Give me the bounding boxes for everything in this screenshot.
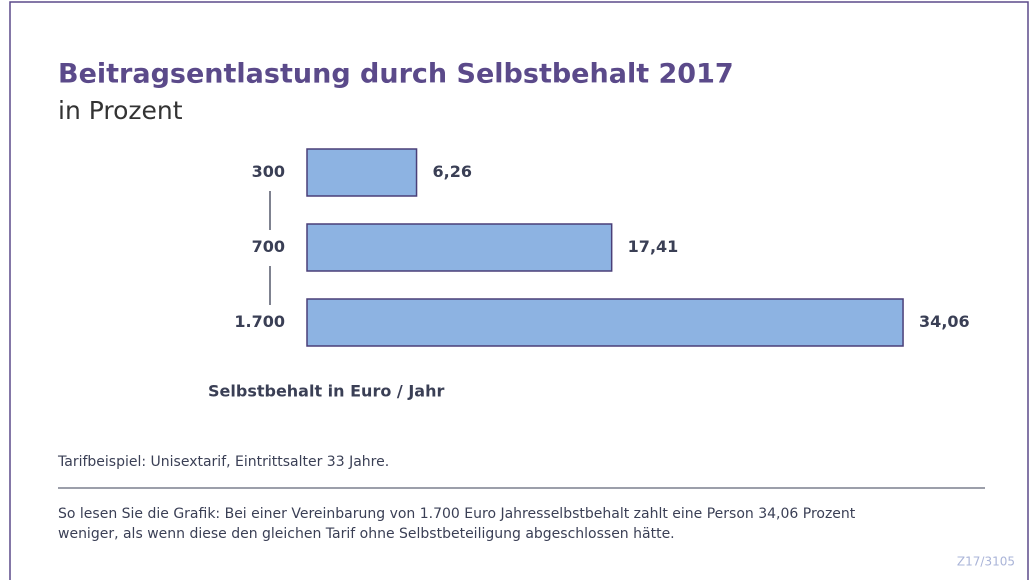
chart-subtitle: in Prozent (58, 96, 183, 125)
value-label: 6,26 (433, 162, 472, 181)
value-label: 17,41 (628, 237, 679, 256)
category-label: 700 (252, 237, 285, 256)
explanation: weniger, als wenn diese den gleichen Tar… (58, 526, 675, 542)
bar (306, 223, 613, 272)
value-label: 34,06 (919, 312, 970, 331)
note: Tarifbeispiel: Unisextarif, Eintrittsalt… (57, 454, 389, 470)
chart-title: Beitragsentlastung durch Selbstbehalt 20… (58, 59, 734, 90)
frame (9, 1, 1029, 580)
bar (306, 298, 904, 347)
bar (306, 148, 418, 197)
code: Z17/3105 (957, 555, 1015, 569)
axis-label: Selbstbehalt in Euro / Jahr (208, 382, 444, 401)
category-label: 1.700 (234, 312, 285, 331)
category-label: 300 (252, 162, 285, 181)
explanation: So lesen Sie die Grafik: Bei einer Verei… (58, 506, 856, 522)
